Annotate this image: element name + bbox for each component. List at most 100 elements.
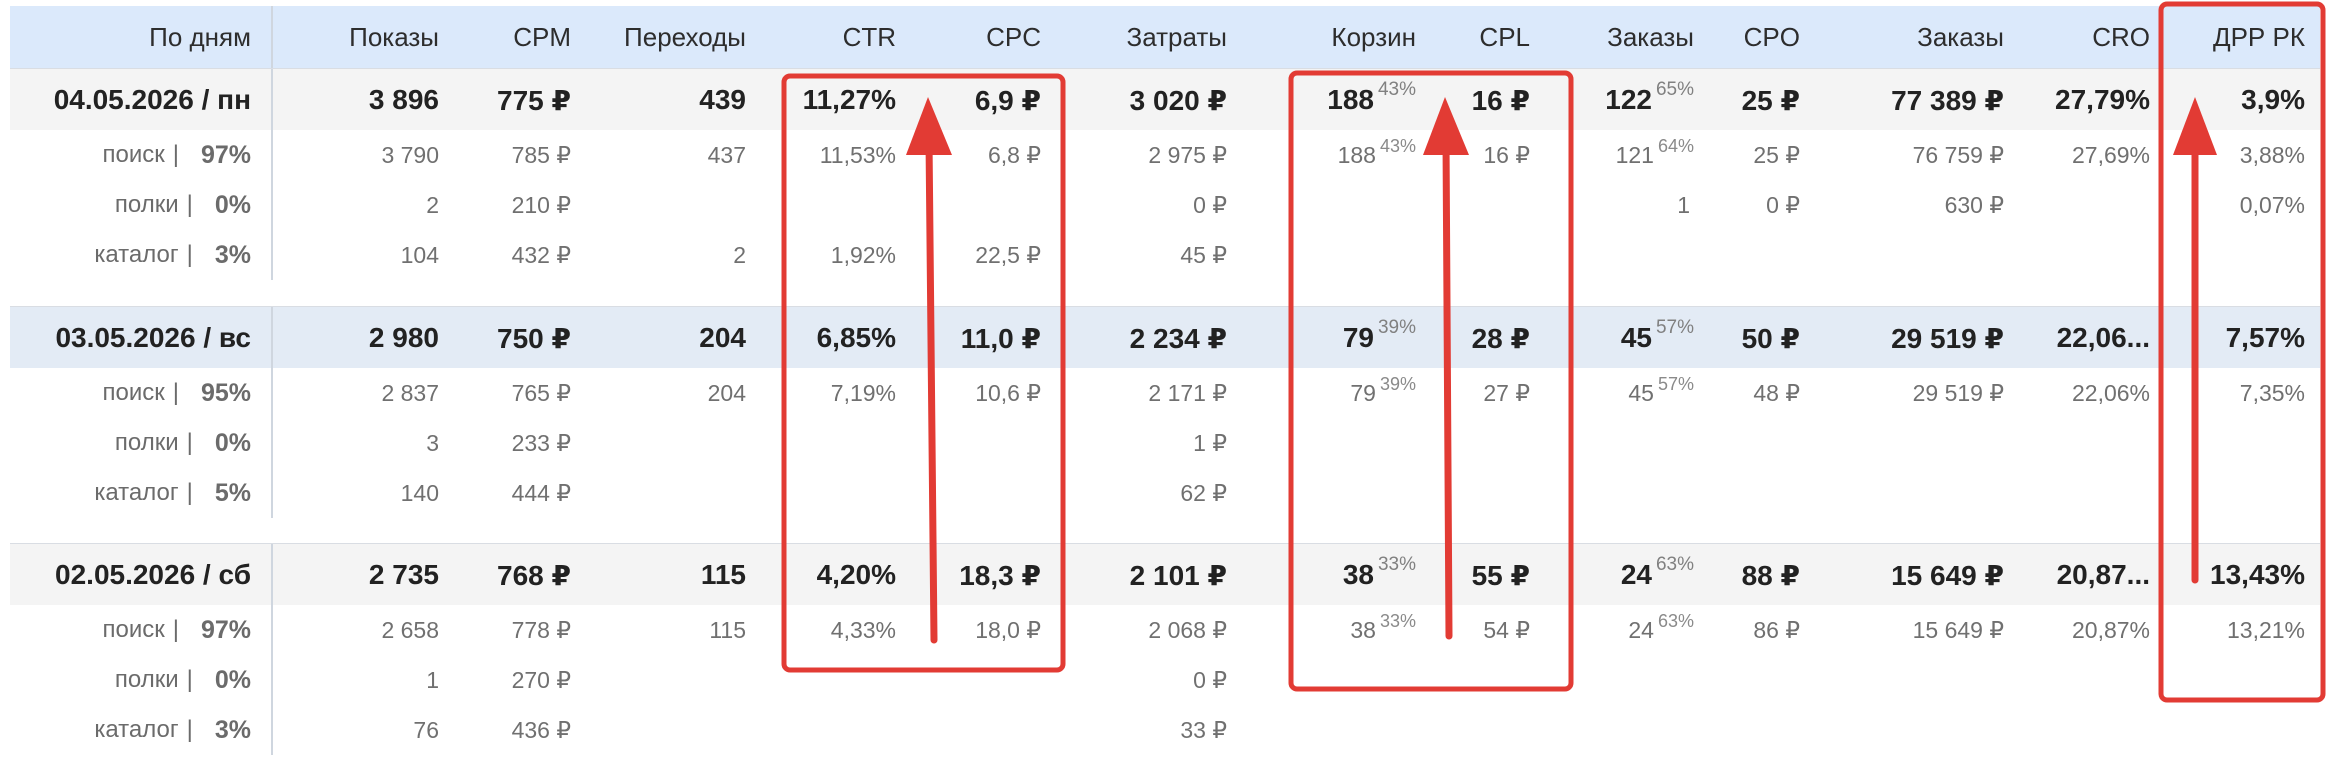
ctr-value: 4,20% — [816, 559, 896, 590]
header-orders-sum[interactable]: Заказы — [1917, 21, 2004, 52]
cpl-value: 16 ₽ — [1483, 141, 1530, 168]
header-clicks[interactable]: Переходы — [624, 21, 746, 52]
spend-value: 2 171 ₽ — [1148, 379, 1227, 406]
spend-value: 2 068 ₽ — [1148, 616, 1227, 643]
header-cpm[interactable]: CPM — [513, 21, 571, 52]
spend-value: 2 975 ₽ — [1148, 141, 1227, 168]
cro-value: 22,06... — [2056, 322, 2150, 353]
cpm-value: 233 ₽ — [511, 429, 571, 456]
orders-percent: 57% — [1655, 317, 1694, 338]
cpo-value: 25 ₽ — [1753, 141, 1800, 168]
cpo-value: 48 ₽ — [1753, 379, 1800, 406]
source-name: полки — [114, 429, 179, 456]
day-date-label: 04.05.2026 / пн — [53, 84, 251, 115]
ctr-value: 11,53% — [819, 141, 896, 168]
impressions-value: 3 — [426, 429, 439, 456]
cpm-value: 432 ₽ — [511, 241, 571, 268]
source-share-percent: 0% — [214, 428, 251, 457]
drr-value: 3,9% — [2241, 84, 2305, 115]
cpm-value: 750 ₽ — [497, 322, 571, 354]
drr-value: 13,21% — [2226, 616, 2305, 643]
cpl-value: 55 ₽ — [1471, 559, 1530, 591]
header-cpo[interactable]: CPO — [1743, 21, 1800, 52]
cpc-value: 6,8 ₽ — [988, 141, 1041, 168]
cpl-value: 28 ₽ — [1471, 322, 1530, 354]
orders-count-value: 1 — [1677, 191, 1690, 218]
clicks-value: 204 — [699, 322, 746, 353]
cro-value: 27,69% — [2071, 141, 2150, 168]
ctr-value: 1,92% — [830, 241, 896, 268]
impressions-value: 2 658 — [381, 616, 439, 643]
orders-percent: 65% — [1655, 79, 1694, 100]
source-name: полки — [114, 666, 179, 693]
orders-percent: 63% — [1655, 554, 1694, 575]
orders-sum-value: 630 ₽ — [1944, 191, 2004, 218]
source-row: полки | 0% 2 210 ₽ 0 ₽ 1 0 ₽ 630 ₽ 0,07% — [10, 180, 2320, 230]
clicks-value: 2 — [733, 241, 746, 268]
cpo-value: 25 ₽ — [1741, 84, 1800, 116]
header-ctr[interactable]: CTR — [842, 21, 896, 52]
carts-percent: 43% — [1379, 135, 1416, 156]
source-share-percent: 97% — [200, 615, 251, 644]
drr-value: 7,57% — [2225, 322, 2305, 353]
source-share-percent: 95% — [200, 378, 251, 407]
clicks-value: 115 — [709, 616, 746, 643]
day-summary-row[interactable]: 04.05.2026 / пн 3 896 775 ₽ 439 11,27% 6,9 ₽ 3… — [10, 68, 2320, 132]
impressions-value: 76 — [413, 716, 439, 743]
header-impressions[interactable]: Показы — [349, 21, 439, 52]
orders-sum-value: 29 519 ₽ — [1912, 379, 2004, 406]
carts-percent: 43% — [1377, 79, 1416, 100]
source-share-percent: 0% — [214, 665, 251, 694]
source-share-percent: 5% — [214, 478, 251, 507]
header-orders[interactable]: Заказы — [1607, 21, 1694, 52]
carts-percent: 39% — [1379, 373, 1416, 394]
day-summary-row[interactable]: 02.05.2026 / сб 2 735 768 ₽ 115 4,20% 18,3 ₽ 2… — [10, 543, 2320, 607]
clicks-value: 437 — [707, 141, 746, 168]
source-name: полки — [114, 191, 179, 218]
cpm-value: 765 ₽ — [511, 379, 571, 406]
header-spend[interactable]: Затраты — [1126, 21, 1227, 52]
source-row: каталог | 5% 140 444 ₽ 62 ₽ — [10, 468, 2320, 518]
source-separator: | — [186, 191, 193, 218]
header-cro[interactable]: CRO — [2092, 21, 2150, 52]
cpc-value: 6,9 ₽ — [974, 84, 1041, 116]
header-cpl[interactable]: CPL — [1479, 21, 1530, 52]
cro-value: 27,79% — [2055, 84, 2150, 115]
drr-value: 0,07% — [2239, 191, 2305, 218]
impressions-value: 1 — [426, 666, 439, 693]
clicks-value: 439 — [699, 84, 746, 115]
day-summary-row[interactable]: 03.05.2026 / вс 2 980 750 ₽ 204 6,85% 11,0 ₽ 2… — [10, 306, 2320, 370]
source-share-percent: 97% — [200, 140, 251, 169]
cpl-value: 27 ₽ — [1483, 379, 1530, 406]
orders-count-value: 24 — [1628, 616, 1654, 643]
impressions-value: 2 837 — [381, 379, 439, 406]
cpo-value: 88 ₽ — [1741, 559, 1800, 591]
header-carts[interactable]: Корзин — [1331, 21, 1416, 52]
cro-value: 22,06% — [2071, 379, 2150, 406]
orders-percent: 64% — [1657, 135, 1694, 156]
orders-sum-value: 77 389 ₽ — [1891, 84, 2004, 116]
table-header: По дням Показы CPM Переходы CTR CPC Затраты Кор… — [10, 6, 2320, 69]
orders-sum-value: 15 649 ₽ — [1891, 559, 2004, 591]
header-drr[interactable]: ДРР РК — [2212, 21, 2305, 52]
orders-count-value: 45 — [1628, 379, 1654, 406]
spend-value: 0 ₽ — [1193, 666, 1227, 693]
cpo-value: 50 ₽ — [1741, 322, 1800, 354]
cpc-value: 18,3 ₽ — [959, 559, 1041, 591]
cpl-value: 16 ₽ — [1471, 84, 1530, 116]
ctr-value: 7,19% — [830, 379, 896, 406]
carts-percent: 39% — [1377, 317, 1416, 338]
header-cpc[interactable]: CPC — [986, 21, 1041, 52]
source-row: каталог | 3% 104 432 ₽ 2 1,92% 22,5 ₽ 45 ₽ — [10, 230, 2320, 280]
source-share-percent: 3% — [214, 240, 251, 269]
source-row: поиск | 97% 2 658 778 ₽ 115 4,33% 18,0 ₽ 2 068 ₽… — [10, 605, 2320, 655]
cpo-value: 86 ₽ — [1753, 616, 1800, 643]
source-share-percent: 0% — [214, 190, 251, 219]
spend-value: 2 101 ₽ — [1129, 559, 1227, 591]
source-row: каталог | 3% 76 436 ₽ 33 ₽ — [10, 705, 2320, 755]
header-by-days[interactable]: По дням — [10, 6, 273, 68]
source-row: полки | 0% 1 270 ₽ 0 ₽ — [10, 655, 2320, 705]
impressions-value: 2 — [426, 191, 439, 218]
carts-percent: 33% — [1379, 610, 1416, 631]
cpm-value: 768 ₽ — [497, 559, 571, 591]
